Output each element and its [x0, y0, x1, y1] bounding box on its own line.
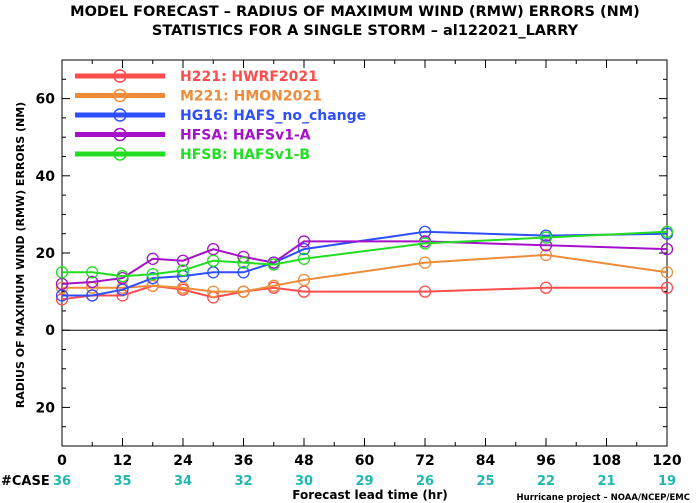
data-point — [660, 242, 674, 256]
legend-label: HFSB: HAFSv1-B — [180, 147, 310, 163]
case-count: 32 — [234, 474, 252, 489]
data-point — [297, 252, 311, 265]
data-point — [146, 271, 159, 285]
y-tick-label: 20 — [36, 400, 56, 416]
data-point — [267, 258, 280, 271]
series-m221 — [55, 248, 674, 298]
series-line — [62, 230, 668, 278]
x-tick-label: 48 — [294, 453, 313, 469]
series-layer — [55, 225, 674, 306]
data-point — [660, 281, 674, 294]
case-count: 25 — [476, 474, 494, 489]
data-point — [176, 254, 190, 267]
data-point — [267, 279, 280, 292]
data-point — [660, 266, 674, 279]
y-axis: 20 0 20 40 60 — [36, 59, 667, 447]
data-point — [539, 239, 553, 252]
data-point — [418, 237, 432, 250]
data-point — [207, 254, 220, 267]
y-tick-label: 20 — [36, 246, 56, 262]
credit-text: Hurricane project – NOAA/NCEP/EMC — [517, 493, 690, 503]
x-tick-label: 96 — [536, 453, 555, 469]
data-point — [539, 231, 553, 244]
case-count: 30 — [295, 474, 313, 489]
data-point — [297, 242, 311, 256]
series-h221 — [55, 279, 674, 306]
legend-label: M221: HMON2021 — [180, 89, 322, 105]
x-tick-label: 0 — [57, 453, 67, 469]
legend-label: H221: HWRF2021 — [180, 69, 318, 85]
legend-marker — [113, 88, 127, 103]
legend-marker — [113, 147, 127, 161]
legend-marker — [113, 69, 127, 83]
x-axis: 0 12 24 36 48 60 72 84 96 108 120 — [57, 60, 682, 469]
data-point — [146, 252, 159, 265]
case-count: 34 — [174, 474, 192, 489]
data-point — [116, 270, 129, 283]
data-point — [539, 281, 553, 294]
chart-subtitle: STATISTICS FOR A SINGLE STORM – al122021… — [152, 23, 579, 39]
chart-title: MODEL FORECAST – RADIUS OF MAXIMUM WIND … — [70, 4, 640, 20]
data-point — [660, 225, 674, 238]
x-tick-label: 72 — [415, 453, 434, 469]
data-point — [86, 275, 99, 289]
data-point — [418, 285, 432, 298]
y-tick-label: 0 — [45, 323, 55, 339]
case-count: 26 — [416, 474, 434, 489]
data-point — [207, 285, 220, 298]
data-point — [297, 273, 311, 287]
x-tick-label: 108 — [592, 453, 621, 469]
data-point — [237, 256, 250, 269]
y-axis-label: RADIUS OF MAXIMUM WIND (RMW) ERRORS (NM) — [14, 102, 27, 408]
x-tick-label: 24 — [173, 453, 193, 469]
data-point — [176, 264, 190, 277]
case-count: 29 — [355, 474, 373, 489]
series-line — [61, 284, 667, 301]
x-tick-label: 120 — [652, 453, 681, 469]
x-axis-label: Forecast lead time (hr) — [292, 488, 448, 502]
case-count: 22 — [537, 474, 555, 489]
data-point — [539, 248, 553, 262]
data-point — [297, 235, 311, 248]
data-point — [86, 266, 99, 279]
data-point — [86, 289, 99, 302]
case-count: 35 — [113, 474, 131, 489]
case-count: 21 — [597, 474, 615, 489]
data-point — [237, 285, 250, 298]
y-tick-label: 60 — [36, 92, 56, 108]
data-point — [55, 281, 69, 294]
x-tick-label: 84 — [476, 453, 496, 469]
legend-label: HG16: HAFS_no_change — [180, 108, 366, 124]
case-label: #CASE — [1, 474, 50, 489]
legend: H221: HWRF2021 M221: HMON2021 HG16: HAFS_n… — [75, 69, 366, 163]
legend-label: HFSA: HAFSv1-A — [180, 128, 311, 144]
case-count: 19 — [658, 474, 676, 489]
case-counts: 36 35 34 32 30 29 26 25 22 21 19 — [53, 474, 676, 489]
data-point — [418, 256, 432, 269]
legend-marker — [113, 127, 127, 142]
data-point — [146, 268, 159, 281]
data-point — [237, 266, 250, 279]
x-tick-label: 60 — [355, 453, 375, 469]
series-hfsb — [55, 225, 674, 283]
x-tick-label: 12 — [113, 453, 132, 469]
data-point — [55, 266, 69, 279]
y-tick-label: 40 — [36, 169, 56, 185]
x-tick-label: 36 — [234, 453, 253, 469]
case-count: 36 — [53, 474, 71, 489]
legend-marker — [113, 108, 127, 122]
